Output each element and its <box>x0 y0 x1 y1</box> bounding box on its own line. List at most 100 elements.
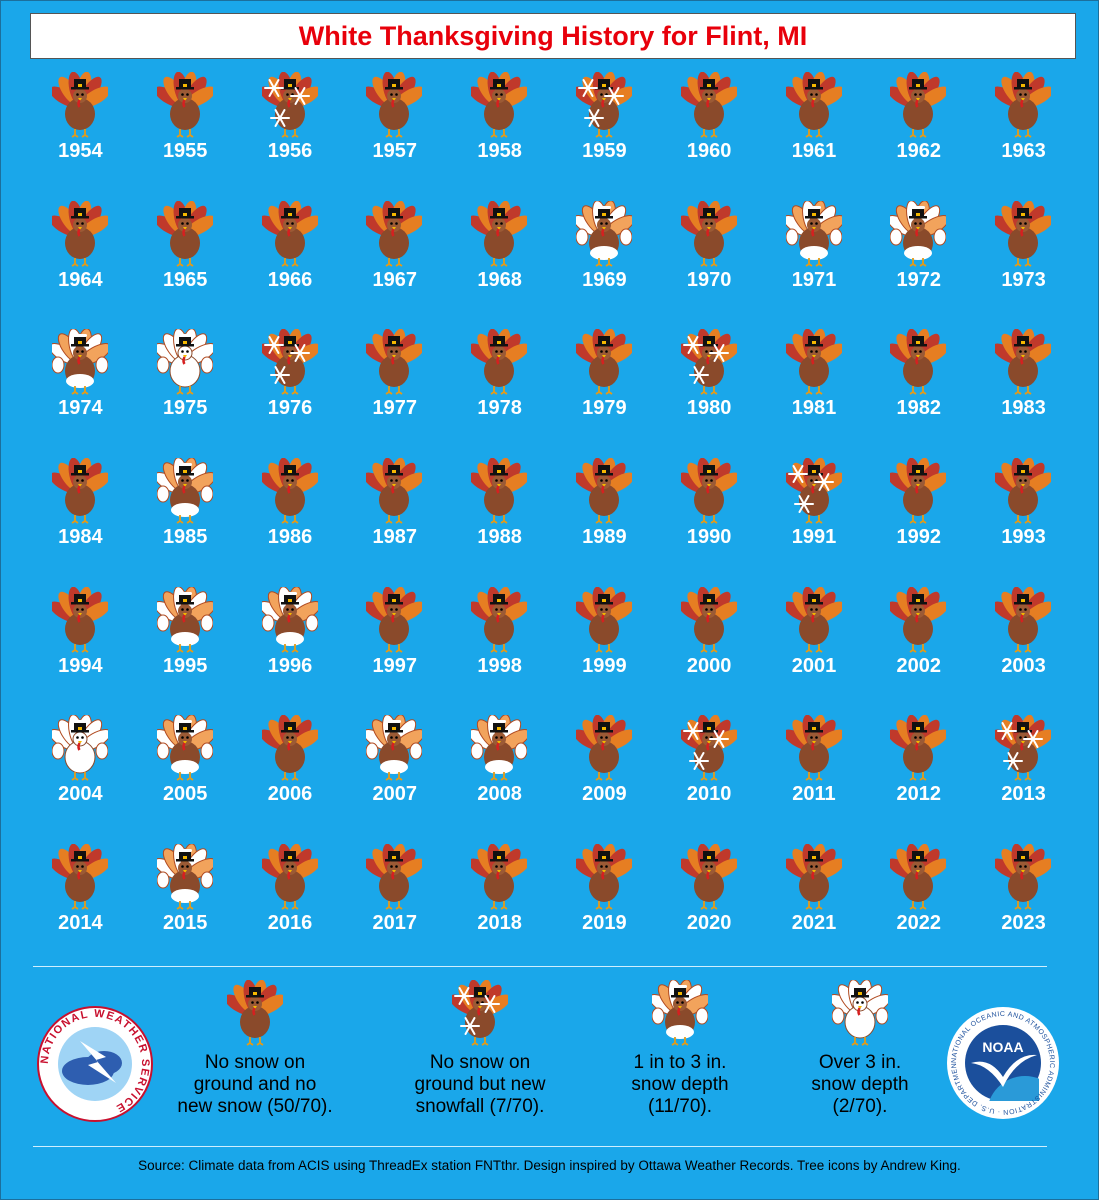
turkey-snowflake-icon <box>261 72 318 138</box>
year-label: 1962 <box>896 140 942 162</box>
year-label: 1981 <box>791 397 837 420</box>
turkey-icon <box>680 586 737 653</box>
turkey-icon <box>366 72 423 138</box>
year-cell: 1970 <box>657 200 762 330</box>
turkey-icon <box>156 72 213 138</box>
year-cell: 2022 <box>866 844 971 973</box>
turkey-icon <box>785 329 842 396</box>
year-cell: 1999 <box>552 586 657 716</box>
turkey-icon <box>156 200 213 267</box>
separator-top <box>33 966 1047 967</box>
year-cell: 1978 <box>447 329 552 458</box>
turkey-icon <box>471 586 528 653</box>
year-cell: 2015 <box>133 844 238 973</box>
year-label: 1985 <box>162 526 208 549</box>
year-label: 1975 <box>162 397 208 420</box>
year-cell: 1996 <box>238 586 343 716</box>
legend-label: Over 3 in. snow depth (2/70). <box>811 1052 909 1117</box>
turkey-icon <box>52 586 108 653</box>
turkey-icon <box>785 586 842 653</box>
year-label: 2001 <box>791 654 837 677</box>
year-cell: 1994 <box>28 586 133 716</box>
year-label: 2015 <box>162 912 208 935</box>
year-label: 2008 <box>477 783 522 806</box>
year-cell: 1990 <box>657 458 762 587</box>
year-label: 2018 <box>477 912 522 935</box>
year-label: 1974 <box>58 397 103 420</box>
noaa-logo: NOAA NATIONAL OCEANIC AND ATMOSPHERIC AD… <box>942 1000 1061 1121</box>
turkey-snowflake-icon <box>995 715 1052 782</box>
year-cell: 1975 <box>133 329 238 458</box>
turkey-icon <box>366 844 423 910</box>
year-grid: 1954 1955 1956 1957 1958 1959 1960 1961 1962 19 <box>28 72 1076 973</box>
year-label: 2013 <box>1001 783 1046 806</box>
year-label: 1995 <box>162 654 208 677</box>
turkey-icon <box>52 72 108 138</box>
year-label: 1999 <box>582 654 627 677</box>
turkey-icon <box>890 72 947 138</box>
year-cell: 2020 <box>657 844 762 973</box>
year-cell: 2008 <box>447 715 552 844</box>
year-label: 1989 <box>582 526 627 549</box>
turkey-icon <box>575 458 632 524</box>
legend-item-new-snowfall: No snow on ground but new snowfall (7/70). <box>375 980 585 1118</box>
year-label: 1972 <box>896 268 942 291</box>
turkey-snowy-icon <box>261 586 318 653</box>
year-cell: 2012 <box>866 715 971 844</box>
year-cell: 1979 <box>552 329 657 458</box>
year-cell: 1986 <box>238 458 343 587</box>
year-cell: 1954 <box>28 72 133 201</box>
year-cell: 2003 <box>971 586 1076 716</box>
year-label: 1992 <box>896 526 942 549</box>
year-label: 1971 <box>791 268 837 291</box>
turkey-snowflake-icon <box>785 458 842 524</box>
turkey-snowy-icon <box>156 715 213 782</box>
year-cell: 1964 <box>28 200 133 330</box>
turkey-snowy-icon <box>156 586 213 653</box>
year-label: 1982 <box>896 397 942 420</box>
year-cell: 2017 <box>342 844 447 973</box>
year-cell: 1973 <box>971 200 1076 330</box>
year-label: 1978 <box>477 397 522 420</box>
turkey-snow-covered-icon <box>832 980 888 1046</box>
year-label: 1968 <box>477 268 522 291</box>
turkey-icon <box>995 844 1052 910</box>
turkey-snowy-icon <box>366 715 423 782</box>
year-label: 2019 <box>582 912 627 935</box>
turkey-icon <box>575 329 632 396</box>
year-label: 1984 <box>58 526 103 549</box>
turkey-snowy-icon <box>890 200 947 267</box>
turkey-snowy-icon <box>575 200 632 267</box>
year-cell: 1981 <box>762 329 867 458</box>
year-label: 2005 <box>162 783 208 806</box>
turkey-icon <box>890 844 947 910</box>
year-cell: 2005 <box>133 715 238 844</box>
year-cell: 1962 <box>866 72 971 201</box>
year-label: 1976 <box>267 397 313 420</box>
turkey-icon <box>575 715 632 782</box>
turkey-icon <box>261 844 318 910</box>
year-cell: 1968 <box>447 200 552 330</box>
year-label: 1969 <box>582 268 627 291</box>
turkey-icon <box>785 844 842 910</box>
legend-item-depth-over-3: Over 3 in. snow depth (2/70). <box>765 980 955 1118</box>
year-label: 1983 <box>1001 397 1046 420</box>
year-cell: 2013 <box>971 715 1076 844</box>
turkey-icon <box>261 200 318 267</box>
year-label: 2002 <box>896 654 942 677</box>
year-cell: 2018 <box>447 844 552 973</box>
year-label: 1979 <box>582 397 627 420</box>
turkey-snow-covered-icon <box>156 329 213 396</box>
year-cell: 2014 <box>28 844 133 973</box>
turkey-snowy-icon <box>785 200 842 267</box>
year-label: 1990 <box>686 526 732 549</box>
year-cell: 1982 <box>866 329 971 458</box>
year-label: 1954 <box>58 140 103 162</box>
year-cell: 1985 <box>133 458 238 587</box>
year-label: 2004 <box>58 783 103 806</box>
turkey-icon <box>890 586 947 653</box>
year-label: 1967 <box>372 268 418 291</box>
turkey-snowflake-icon <box>680 329 737 396</box>
year-label: 1970 <box>686 268 732 291</box>
year-label: 1998 <box>477 654 522 677</box>
